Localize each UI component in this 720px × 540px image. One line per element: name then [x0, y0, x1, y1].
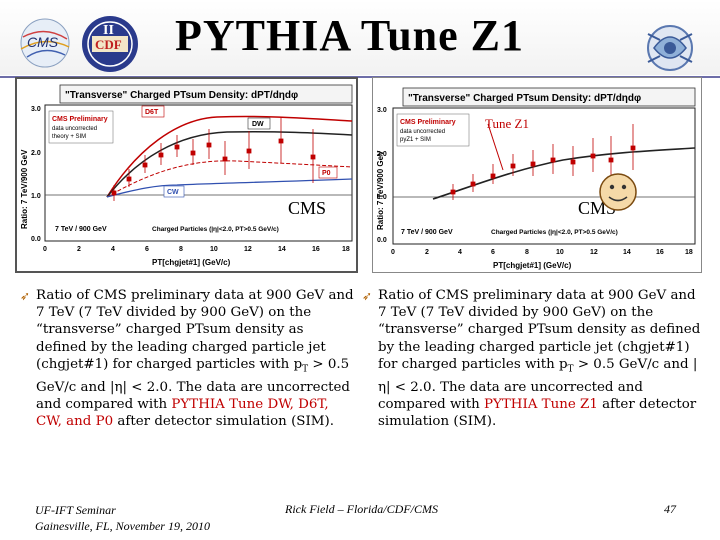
- svg-text:II: II: [103, 23, 114, 38]
- bullet-right-text: Ratio of CMS preliminary data at 900 GeV…: [378, 287, 702, 430]
- left-plot-graphic: "Transverse" Charged PTsum Density: dPT/…: [17, 79, 356, 271]
- left-ylabel: Ratio: 7 TeV/900 GeV: [20, 149, 29, 229]
- left-xlabel: PT[chgjet#1] (GeV/c): [152, 258, 231, 267]
- right-plot-graphic: "Transverse" Charged PTsum Density: dPT/…: [373, 78, 701, 272]
- slide-title: PYTHIA Tune Z1: [175, 11, 525, 60]
- uf-logo-icon: [647, 25, 693, 71]
- left-xtick: 10: [210, 246, 218, 253]
- left-ytick: 1.0: [31, 193, 41, 200]
- left-tune-label: DW: [252, 121, 264, 128]
- left-tune-label: D6T: [145, 109, 159, 116]
- left-x-ticks: 0 2 4 6 8 10 12 14 16 18: [43, 246, 350, 253]
- right-ytick: 0.0: [377, 237, 387, 244]
- bullet-right-t2: > 0.5 GeV/c and |η| < 2.0. The data are …: [378, 356, 698, 412]
- cms-logo-icon: CMS: [20, 18, 70, 68]
- bullet-arrow-icon: ➶: [20, 289, 31, 303]
- right-charged-label: Charged Particles (|η|<2.0, PT>0.5 GeV/c…: [491, 229, 618, 236]
- right-legend-line2: pyZ1 + SIM: [400, 137, 431, 143]
- tune-z1-label: Tune Z1: [485, 116, 529, 131]
- right-xtick: 2: [425, 249, 429, 256]
- footer-location-date: Gainesville, FL, November 19, 2010: [35, 519, 210, 533]
- right-xtick: 18: [685, 249, 693, 256]
- right-ytick: 3.0: [377, 107, 387, 114]
- left-data-points: [111, 117, 316, 201]
- left-charged-label: Charged Particles (|η|<2.0, PT>0.5 GeV/c…: [152, 226, 279, 233]
- bullet-right-t3: after detector simulation (SIM).: [378, 396, 697, 430]
- left-xtick: 2: [77, 246, 81, 253]
- right-plot: "Transverse" Charged PTsum Density: dPT/…: [372, 77, 702, 273]
- right-xtick: 6: [491, 249, 495, 256]
- right-plot-header: "Transverse" Charged PTsum Density: dPT/…: [408, 93, 641, 104]
- cdf-logo-icon: CDF II: [82, 16, 138, 72]
- left-energy-label: 7 TeV / 900 GeV: [55, 226, 107, 233]
- right-ylabel: Ratio: 7 TeV/900 GeV: [376, 150, 385, 230]
- bullet-right-sub: T: [567, 364, 574, 375]
- right-xtick: 4: [458, 249, 462, 256]
- left-curve-d6t: [106, 115, 353, 198]
- left-curve-dw: [106, 130, 353, 198]
- left-plot-header: "Transverse" Charged PTsum Density: dPT/…: [65, 90, 298, 101]
- right-energy-label: 7 TeV / 900 GeV: [401, 229, 453, 236]
- left-xtick: 16: [312, 246, 320, 253]
- footer-left: UF-IFT Seminar Gainesville, FL, November…: [35, 502, 210, 534]
- left-plot: "Transverse" Charged PTsum Density: dPT/…: [15, 77, 358, 273]
- left-xtick: 18: [342, 246, 350, 253]
- page-number: 47: [664, 502, 676, 516]
- right-ytick: 2.0: [377, 151, 387, 158]
- left-ytick: 0.0: [31, 236, 41, 243]
- left-xtick: 6: [145, 246, 149, 253]
- title-rule: [0, 76, 720, 78]
- left-ytick: 2.0: [31, 150, 41, 157]
- bullet-left-t3: after detector simulation (SIM).: [113, 414, 334, 430]
- right-xtick: 8: [525, 249, 529, 256]
- svg-text:CDF: CDF: [95, 37, 122, 52]
- left-xtick: 14: [278, 246, 286, 253]
- right-legend-title: CMS Preliminary: [400, 119, 456, 126]
- left-ytick: 3.0: [31, 106, 41, 113]
- right-xtick: 14: [623, 249, 631, 256]
- right-xtick: 16: [656, 249, 664, 256]
- right-xlabel: PT[chgjet#1] (GeV/c): [493, 261, 572, 270]
- right-data-points: [450, 124, 636, 200]
- left-legend-line1: data uncorrected: [52, 126, 97, 132]
- footer-seminar: UF-IFT Seminar: [35, 503, 116, 517]
- bullet-left-tunes: PYTHIA Tune DW, D6T, CW, and P0: [36, 396, 329, 430]
- left-xtick: 8: [179, 246, 183, 253]
- bullet-right-tunes: PYTHIA Tune Z1: [483, 396, 598, 412]
- bullet-left-sub: T: [302, 364, 309, 375]
- right-curve-z1: [432, 147, 696, 200]
- right-xtick: 12: [590, 249, 598, 256]
- right-legend-line1: data uncorrected: [400, 129, 445, 135]
- bullet-left-text: Ratio of CMS preliminary data at 900 GeV…: [36, 287, 355, 430]
- left-xtick: 0: [43, 246, 47, 253]
- left-curve-cw: [106, 178, 353, 198]
- left-curve-p0: [106, 160, 353, 198]
- bullet-arrow-icon: ➶: [362, 289, 373, 303]
- left-legend-line2: theory + SIM: [52, 134, 86, 140]
- right-ytick: 1.0: [377, 194, 387, 201]
- right-xtick: 0: [391, 249, 395, 256]
- right-x-ticks: 0 2 4 6 8 10 12 14 16 18: [391, 249, 693, 256]
- bullet-left-t1: Ratio of CMS preliminary data at 900 GeV…: [36, 288, 354, 372]
- left-tune-label: P0: [322, 170, 331, 177]
- bullet-left-t2: > 0.5 GeV/c and |η| < 2.0. The data are …: [36, 356, 350, 412]
- left-tune-label: CW: [167, 189, 179, 196]
- bullet-left: ➶ Ratio of CMS preliminary data at 900 G…: [20, 287, 355, 430]
- smiley-face-icon: [599, 173, 637, 211]
- right-xtick: 10: [556, 249, 564, 256]
- footer-author: Rick Field – Florida/CDF/CMS: [285, 502, 438, 516]
- left-legend-title: CMS Preliminary: [52, 116, 108, 123]
- left-xtick: 4: [111, 246, 115, 253]
- bullet-right: ➶ Ratio of CMS preliminary data at 900 G…: [362, 287, 702, 430]
- left-xtick: 12: [244, 246, 252, 253]
- bullet-right-t1: Ratio of CMS preliminary data at 900 GeV…: [378, 288, 701, 372]
- left-cms-overlay: CMS: [288, 198, 327, 218]
- svg-text:CMS: CMS: [27, 34, 59, 50]
